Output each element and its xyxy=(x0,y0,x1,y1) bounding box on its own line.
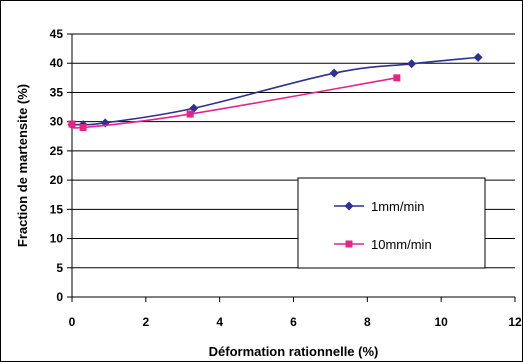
data-point xyxy=(473,52,483,62)
y-axis-title: Fraction de martensite (%) xyxy=(15,84,30,247)
axes: 0 5 10 15 20 25 30 35 40 45 0 2 4 6 8 10 12 xyxy=(50,27,522,329)
legend-entry: 1mm/min xyxy=(334,199,424,214)
data-point xyxy=(68,120,76,128)
y-tick-label: 10 xyxy=(50,232,64,246)
x-tick-label: 2 xyxy=(142,315,149,329)
series-2 xyxy=(68,74,401,132)
legend-box xyxy=(297,177,486,269)
x-tick-label: 0 xyxy=(69,315,76,329)
x-tick-label: 4 xyxy=(216,315,223,329)
series-layer xyxy=(67,52,483,132)
y-tick-label: 40 xyxy=(50,56,64,70)
data-point xyxy=(407,59,417,69)
y-tick-label: 35 xyxy=(50,85,64,99)
legend-label: 10mm/min xyxy=(371,237,432,252)
legend: 1mm/min 10mm/min xyxy=(297,177,486,269)
legend-label: 1mm/min xyxy=(371,199,424,214)
x-tick-label: 12 xyxy=(508,315,522,329)
data-point xyxy=(186,110,194,118)
data-point xyxy=(329,68,339,78)
x-tick-label: 10 xyxy=(434,315,448,329)
legend-swatch-marker xyxy=(344,201,354,211)
x-tick-label: 8 xyxy=(364,315,371,329)
x-tick-label: 6 xyxy=(290,315,297,329)
legend-swatch-marker xyxy=(345,240,353,248)
legend-entry: 10mm/min xyxy=(334,237,432,252)
series-line xyxy=(69,77,398,129)
data-point xyxy=(189,103,199,113)
data-point xyxy=(79,124,87,132)
data-point xyxy=(393,74,401,82)
x-axis-title: Déformation rationnelle (%) xyxy=(209,344,379,359)
y-tick-label: 30 xyxy=(50,115,64,129)
y-tick-label: 5 xyxy=(56,261,63,275)
y-tick-label: 25 xyxy=(50,144,64,158)
y-tick-label: 0 xyxy=(56,290,63,304)
y-tick-label: 45 xyxy=(50,27,64,41)
y-tick-label: 15 xyxy=(50,202,64,216)
y-tick-label: 20 xyxy=(50,173,64,187)
